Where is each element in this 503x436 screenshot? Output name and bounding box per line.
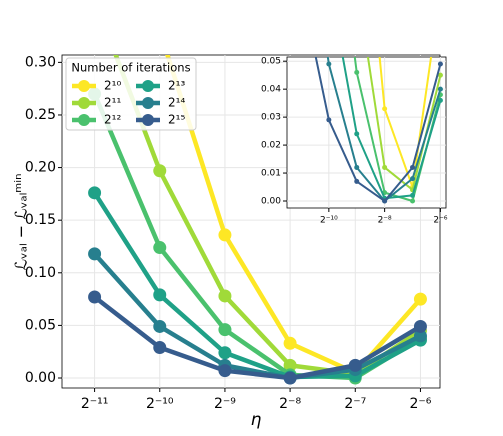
- y-tick-label: 0.04: [261, 85, 281, 95]
- point: [153, 241, 167, 255]
- point: [410, 198, 416, 204]
- point: [153, 319, 167, 333]
- x-tick-label: 2⁻⁶: [433, 216, 447, 226]
- point: [437, 97, 443, 103]
- point: [354, 131, 360, 137]
- point: [88, 247, 102, 261]
- point: [326, 61, 332, 67]
- x-tick-label: 2⁻⁸: [378, 216, 392, 226]
- y-tick-label: 0.02: [261, 141, 281, 151]
- x-tick-label: 2⁻⁸: [279, 396, 301, 412]
- y-tick-label: 0.05: [261, 57, 281, 67]
- y-tick-label: 0.05: [25, 317, 56, 333]
- series-line: [341, 57, 442, 200]
- y-tick-label: 0.15: [25, 212, 56, 228]
- y-tick-label: 0.03: [261, 113, 281, 123]
- series-line: [353, 57, 442, 203]
- point: [382, 164, 388, 170]
- series-line: [92, 191, 422, 380]
- y-tick-label: 0.30: [25, 54, 56, 70]
- point: [153, 340, 167, 354]
- y-tick-label: 0.25: [25, 107, 56, 123]
- point: [410, 192, 416, 198]
- x-tick-label: 2⁻⁶: [409, 396, 431, 412]
- point: [410, 176, 416, 182]
- point: [413, 319, 427, 333]
- legend-marker: [142, 97, 154, 109]
- point: [354, 178, 360, 184]
- series-line: [326, 57, 442, 203]
- legend-marker: [78, 80, 90, 92]
- point: [382, 198, 388, 204]
- point: [88, 186, 102, 200]
- legend-label: 2¹⁵: [168, 113, 185, 127]
- y-tick-label: 0.00: [25, 370, 56, 386]
- point: [153, 288, 167, 302]
- x-tick-label: 2⁻⁷: [344, 396, 366, 412]
- x-tick-label: 2⁻¹⁰: [146, 396, 174, 412]
- legend-label: 2¹⁴: [168, 96, 185, 110]
- point: [437, 72, 443, 78]
- series-line: [366, 57, 442, 191]
- point: [437, 86, 443, 92]
- point: [354, 69, 360, 75]
- point: [283, 336, 297, 350]
- point: [437, 61, 443, 67]
- series-line: [113, 55, 422, 377]
- legend-label: 2¹⁰: [104, 79, 121, 93]
- legend-box: [65, 57, 197, 131]
- legend-label: 2¹²: [104, 113, 121, 127]
- point: [88, 290, 102, 304]
- point: [283, 371, 297, 385]
- point: [326, 117, 332, 123]
- point: [218, 323, 232, 337]
- y-axis-label: ℒᵥₐₗ − ℒᵥₐₗᵐⁱⁿ: [12, 173, 31, 270]
- point: [382, 106, 388, 112]
- series-line: [93, 295, 422, 381]
- legend-marker: [78, 114, 90, 126]
- y-tick-label: 0.10: [25, 265, 56, 281]
- x-axis-label: η: [251, 410, 262, 430]
- point: [348, 358, 362, 372]
- point: [413, 292, 427, 306]
- point: [218, 346, 232, 360]
- legend-marker: [142, 80, 154, 92]
- point: [153, 164, 167, 178]
- x-tick-label: 2⁻¹⁰: [320, 216, 338, 226]
- y-tick-label: 0.20: [25, 160, 56, 176]
- legend-marker: [78, 97, 90, 109]
- point: [218, 364, 232, 378]
- point: [88, 0, 101, 6]
- series-line: [314, 57, 442, 203]
- point: [283, 358, 297, 372]
- y-tick-label: 0.01: [261, 169, 281, 179]
- legend-marker: [142, 114, 154, 126]
- x-tick-label: 2⁻¹¹: [81, 396, 109, 412]
- legend-label: 2¹³: [168, 79, 185, 93]
- legend-label: 2¹¹: [104, 96, 121, 110]
- point: [218, 228, 232, 242]
- series-line: [92, 252, 422, 381]
- y-tick-label: 0.00: [261, 197, 281, 207]
- legend-title: Number of iterations: [71, 61, 190, 75]
- point: [354, 164, 360, 170]
- point: [410, 164, 416, 170]
- point: [153, 24, 166, 37]
- point: [218, 289, 232, 303]
- x-tick-label: 2⁻⁹: [214, 396, 236, 412]
- point: [413, 329, 427, 343]
